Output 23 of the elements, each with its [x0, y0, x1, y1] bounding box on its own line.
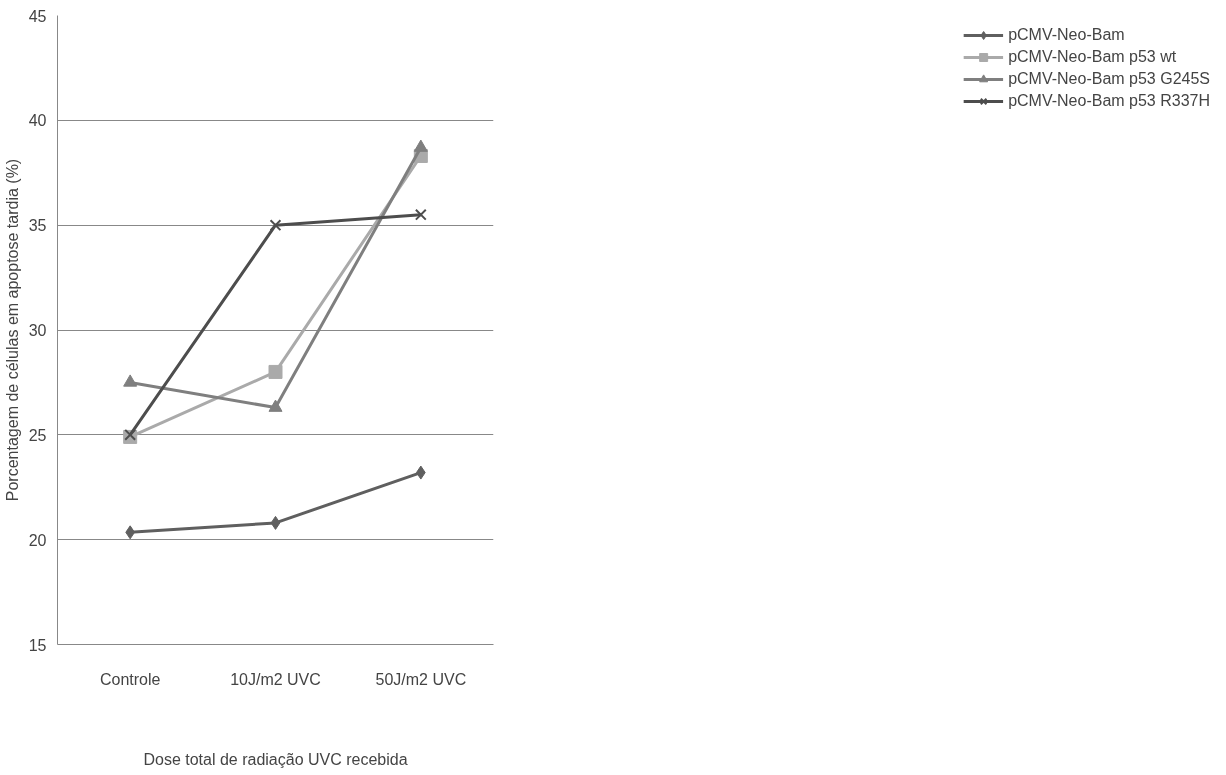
y-tick-label: 20 — [28, 531, 47, 549]
y-tick-label: 25 — [28, 426, 47, 444]
y-tick-label: 30 — [28, 322, 47, 339]
y-tick-label: 15 — [28, 636, 47, 654]
y-tick-label: 35 — [28, 217, 47, 235]
legend-label: pCMV-Neo-Bam p53 G245S — [1008, 70, 1210, 88]
x-tick-label: Controle — [99, 670, 161, 688]
y-tick-label: 45 — [28, 7, 47, 25]
y-axis-title: Porcentagem de células em apoptose tardia (%) — [3, 158, 21, 502]
x-tick-label: 10J/m2 UVC — [230, 670, 321, 688]
point — [414, 208, 427, 221]
point — [268, 399, 283, 412]
point — [268, 364, 283, 379]
legend-label: pCMV-Neo-Bam — [1008, 26, 1125, 44]
point — [270, 515, 281, 530]
point — [123, 374, 138, 387]
y-tick-label: 40 — [28, 112, 47, 130]
legend-label: pCMV-Neo-Bam p53 R337H — [1008, 92, 1210, 110]
point — [413, 139, 428, 152]
x-axis-title: Dose total de radiação UVC recebida — [143, 750, 408, 768]
point — [269, 219, 282, 232]
legend-label: pCMV-Neo-Bam p53 wt — [1008, 48, 1177, 66]
x-tick-label: 50J/m2 UVC — [375, 670, 467, 688]
